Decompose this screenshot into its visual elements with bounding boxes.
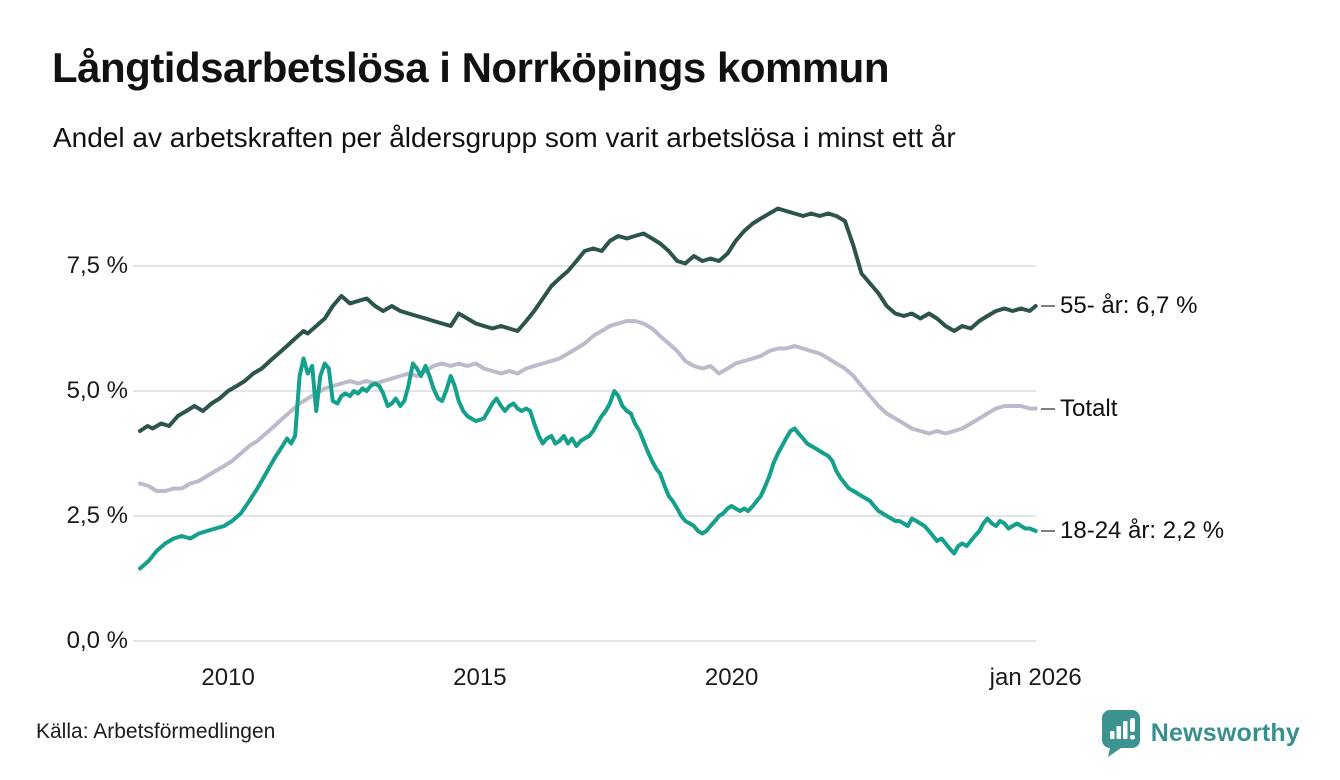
page-subtitle: Andel av arbetskraften per åldersgrupp s…: [53, 122, 956, 153]
y-tick-label: 5,0 %: [66, 377, 128, 404]
page-title: Långtidsarbetslösa i Norrköpings kommun: [52, 44, 889, 91]
series-line-55-r: [138, 206, 1038, 433]
series-label-text: 55- år: 6,7 %: [1060, 292, 1198, 319]
series-label-55-r: 55- år: 6,7 %: [1041, 293, 1197, 319]
series-label-totalt: Totalt: [1041, 394, 1118, 422]
label-connector-dash: [1041, 305, 1055, 307]
x-tick-label: 2020: [704, 664, 759, 691]
label-connector-dash: [1041, 530, 1055, 532]
series-label-18-24-r: 18-24 år: 2,2 %: [1041, 518, 1224, 544]
brand-logo: Newsworthy: [1100, 708, 1300, 758]
series-line-totalt: [138, 319, 1038, 493]
x-tick-label: 2015: [453, 664, 507, 691]
x-tick-label: 2010: [201, 664, 255, 691]
series-line-18-24-r: [138, 356, 1038, 571]
series-label-text: Totalt: [1060, 394, 1118, 422]
x-tick-label: jan 2026: [989, 664, 1082, 691]
brand-name: Newsworthy: [1150, 718, 1300, 747]
source-note: Källa: Arbetsförmedlingen: [36, 720, 276, 743]
series-label-text: 18-24 år: 2,2 %: [1060, 517, 1225, 544]
label-connector-dash: [1041, 407, 1055, 410]
newsworthy-bubble-chart-icon: [1101, 710, 1140, 757]
y-tick-label: 7,5 %: [66, 252, 128, 279]
y-tick-label: 0,0 %: [66, 627, 128, 654]
y-tick-label: 2,5 %: [66, 502, 128, 529]
